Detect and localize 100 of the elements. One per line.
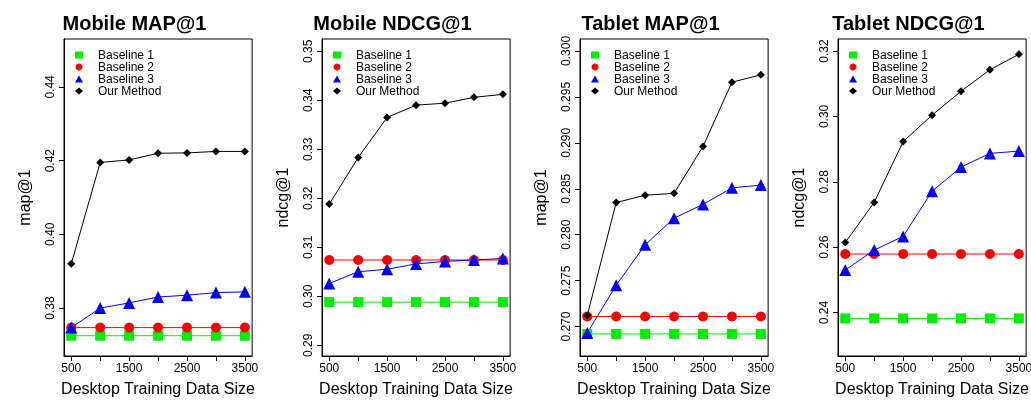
point [610, 279, 623, 292]
y-tick-label: 0.31 [301, 235, 315, 259]
y-tick-label: 0.24 [817, 300, 831, 325]
x-tick-label: 2500 [173, 361, 201, 375]
chart-title: Tablet MAP@1 [581, 12, 720, 34]
point [725, 181, 738, 194]
point [183, 148, 191, 157]
x-tick-label: 2500 [689, 361, 717, 375]
point [209, 286, 222, 299]
point [612, 198, 621, 207]
point [1014, 50, 1023, 59]
y-tick-label: 0.275 [559, 265, 573, 296]
point [899, 137, 908, 146]
x-axis-title: Desktop Training Data Size [319, 379, 514, 397]
point [412, 101, 421, 110]
point [239, 322, 250, 333]
point [382, 254, 393, 265]
x-axis-title: Desktop Training Data Size [61, 379, 256, 397]
y-tick-label: 0.32 [817, 39, 831, 63]
chart-title: Mobile NDCG@1 [313, 12, 472, 34]
point [726, 328, 737, 339]
y-axis-title: map@1 [531, 169, 549, 226]
y-tick-label: 0.26 [817, 235, 831, 259]
point [868, 244, 881, 257]
legend-label: Baseline 2 [872, 60, 929, 74]
point [95, 322, 106, 333]
x-tick-label: 500 [61, 361, 82, 375]
x-tick-label: 500 [835, 361, 856, 375]
point [984, 313, 995, 324]
point [239, 330, 250, 341]
y-tick-label: 0.300 [559, 35, 573, 66]
point [182, 322, 192, 333]
point [927, 249, 938, 260]
y-tick-label: 0.34 [301, 88, 315, 112]
legend-label: Baseline 2 [614, 60, 671, 74]
point [841, 238, 850, 247]
point [1012, 145, 1025, 158]
y-tick-label: 0.33 [301, 137, 315, 161]
point [898, 249, 909, 260]
x-tick-label: 3500 [231, 361, 259, 375]
point [669, 328, 680, 339]
point [698, 328, 708, 339]
point [324, 297, 335, 308]
point [124, 330, 135, 341]
legend-label: Baseline 1 [98, 48, 155, 62]
point [668, 212, 681, 225]
point [353, 297, 364, 308]
point [957, 87, 965, 96]
point [123, 296, 136, 309]
point [840, 313, 851, 324]
x-tick-label: 500 [577, 361, 598, 375]
point [697, 198, 709, 211]
point [928, 111, 937, 120]
point [956, 249, 966, 260]
point [698, 311, 708, 322]
point [383, 113, 392, 122]
x-tick-label: 3500 [747, 361, 775, 375]
point [640, 311, 651, 322]
point [469, 93, 478, 102]
y-tick-label: 0.44 [43, 74, 57, 99]
point [611, 311, 622, 322]
y-tick-label: 0.270 [559, 311, 573, 342]
y-tick-label: 0.35 [301, 39, 315, 63]
point [984, 249, 995, 260]
legend-label: Our Method [356, 84, 420, 98]
point [670, 189, 679, 198]
x-tick-label: 1500 [115, 361, 143, 375]
point [240, 147, 249, 156]
point [354, 153, 363, 162]
y-tick-label: 0.40 [43, 222, 57, 247]
y-tick-label: 0.30 [817, 104, 831, 129]
y-axis-title: map@1 [15, 169, 33, 226]
x-tick-label: 1500 [373, 361, 401, 375]
point [154, 149, 163, 158]
y-axis-title: ndcg@1 [789, 167, 807, 228]
point [181, 289, 193, 302]
point [323, 277, 336, 290]
y-tick-label: 0.29 [301, 333, 315, 357]
point [468, 297, 479, 308]
x-tick-label: 500 [319, 361, 340, 375]
point [926, 185, 939, 198]
legend-label: Baseline 1 [356, 48, 413, 62]
point [325, 200, 334, 209]
point [353, 254, 364, 265]
point [983, 147, 996, 160]
point [94, 302, 107, 315]
point [1013, 249, 1024, 260]
y-tick-label: 0.280 [559, 219, 573, 250]
point [669, 311, 680, 322]
y-tick-label: 0.30 [301, 284, 315, 308]
y-axis-title: ndcg@1 [273, 167, 291, 228]
point [182, 330, 192, 341]
x-axis-title: Desktop Training Data Size [577, 379, 772, 397]
chart-title: Tablet NDCG@1 [832, 12, 985, 34]
point [897, 230, 910, 243]
y-tick-label: 0.42 [43, 148, 57, 173]
point [497, 297, 508, 308]
x-axis-title: Desktop Training Data Size [835, 379, 1030, 397]
point [870, 198, 879, 207]
point [727, 78, 736, 87]
